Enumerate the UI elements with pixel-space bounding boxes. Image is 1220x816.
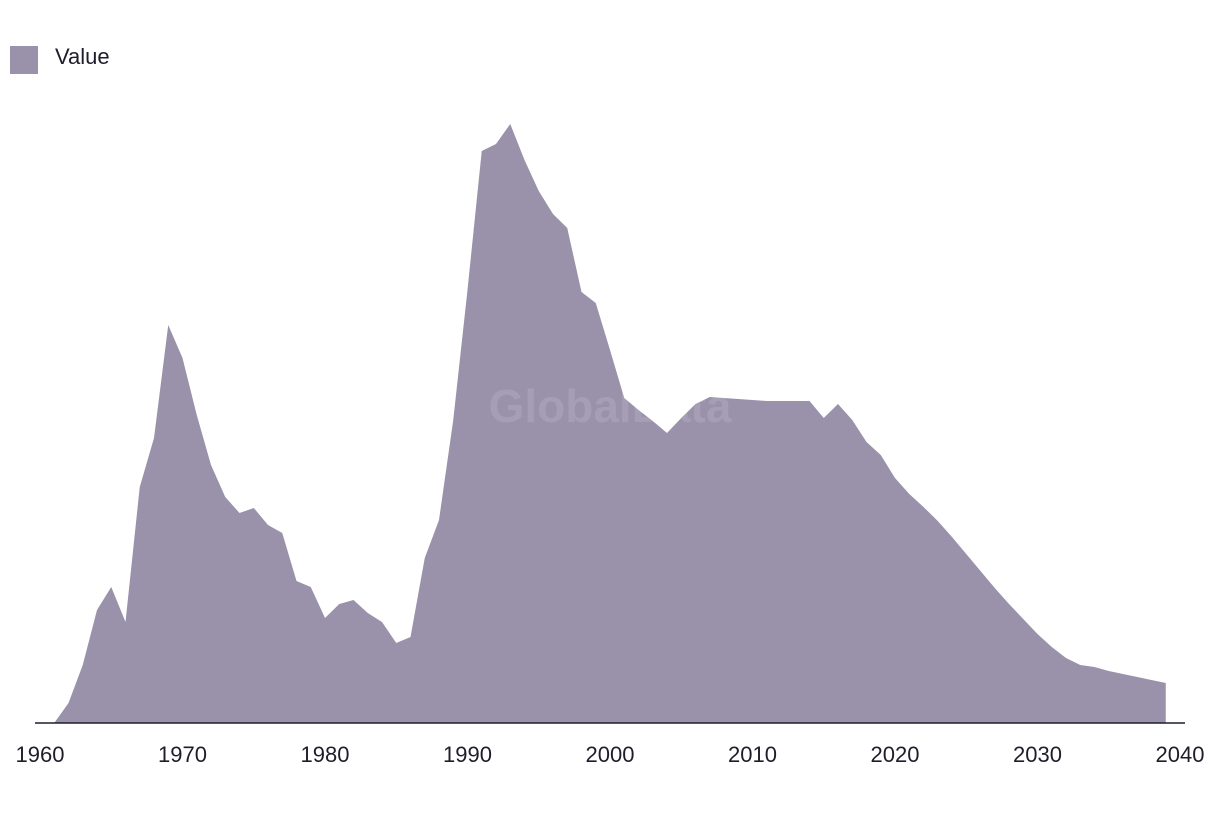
x-tick-label: 2030 — [1013, 742, 1062, 767]
legend-swatch — [10, 46, 38, 74]
legend-label: Value — [55, 44, 110, 69]
x-tick-label: 2000 — [586, 742, 635, 767]
x-tick-label: 2010 — [728, 742, 777, 767]
watermark: GlobalData — [489, 380, 732, 432]
x-tick-label: 1980 — [301, 742, 350, 767]
area — [54, 124, 1166, 723]
x-tick-label: 1990 — [443, 742, 492, 767]
x-tick-label: 1970 — [158, 742, 207, 767]
x-tick-label: 2040 — [1156, 742, 1205, 767]
x-tick-label: 2020 — [871, 742, 920, 767]
x-tick-label: 1960 — [16, 742, 65, 767]
